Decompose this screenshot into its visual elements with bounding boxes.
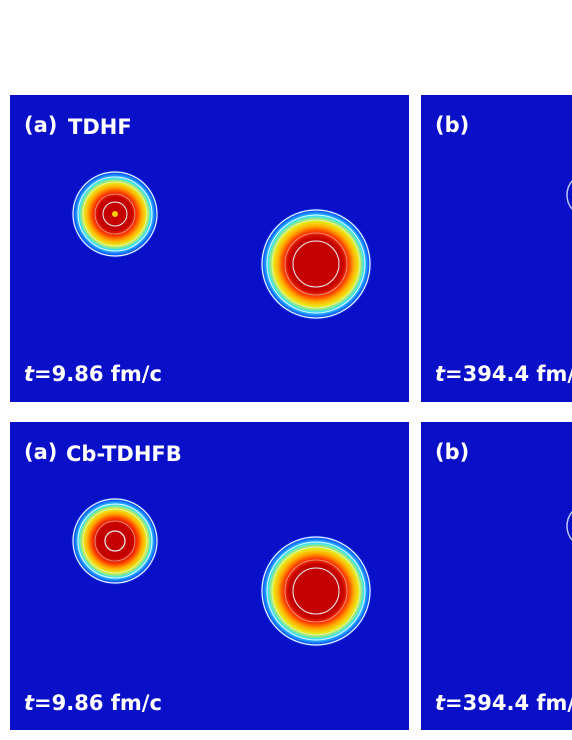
time-value: =9.86 fm/c: [34, 362, 162, 386]
time-variable: t: [24, 691, 35, 715]
panel-cb-tdhfb-later: (b) t=394.4 fm/c: [421, 422, 572, 730]
panel-label: (b): [435, 113, 470, 137]
time-variable: t: [435, 691, 446, 715]
large-nucleus: [260, 208, 372, 320]
density-plot-tdhf-later: [566, 179, 572, 211]
panel-title: Cb-TDHFB: [66, 442, 182, 466]
time-variable: t: [435, 362, 446, 386]
small-nucleus: [71, 170, 159, 258]
panel-label: (a): [24, 113, 58, 137]
time-value: =394.4 fm/c: [445, 691, 572, 715]
density-plot-cb-tdhfb-initial: [71, 497, 372, 647]
small-nucleus: [71, 497, 159, 585]
time-value: =394.4 fm/c: [445, 362, 572, 386]
panel-label: (a): [24, 440, 58, 464]
panel-tdhf-initial: (a) TDHF t=9.86 fm/c: [10, 95, 409, 402]
time-label: t=9.86 fm/c: [24, 364, 162, 385]
panel-tdhf-later: (b) t=394.4 fm/c: [421, 95, 572, 402]
time-label: t=394.4 fm/c: [435, 364, 572, 385]
large-nucleus: [260, 535, 372, 647]
density-plot-cb-tdhfb-later: [566, 510, 572, 542]
time-variable: t: [24, 362, 35, 386]
density-plot-tdhf-initial: [71, 170, 372, 320]
panel-cb-tdhfb-initial: (a) Cb-TDHFB t=9.86 fm/c: [10, 422, 409, 730]
time-label: t=9.86 fm/c: [24, 693, 162, 714]
panel-title: TDHF: [68, 115, 132, 139]
panel-label: (b): [435, 440, 470, 464]
time-value: =9.86 fm/c: [34, 691, 162, 715]
time-label: t=394.4 fm/c: [435, 693, 572, 714]
